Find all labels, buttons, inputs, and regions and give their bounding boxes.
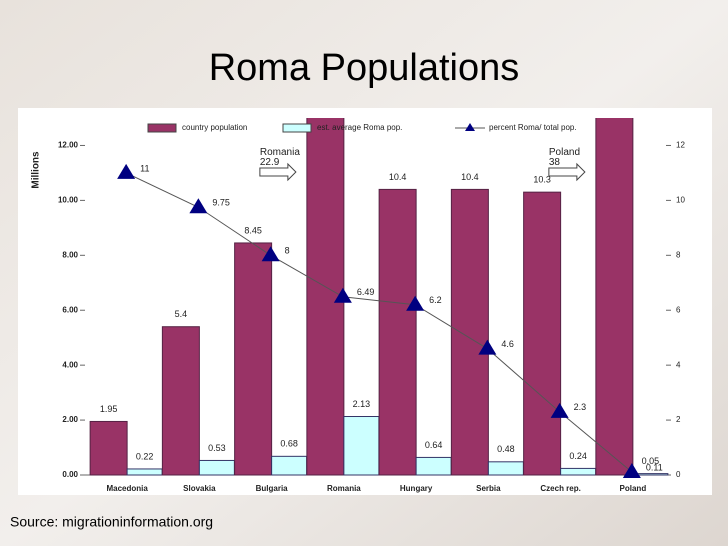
bar (306, 118, 345, 476)
annotation-arrow (548, 162, 586, 182)
x-tick-label: Czech rep. (540, 484, 580, 493)
data-label: 0.48 (497, 444, 515, 454)
x-tick-label: Macedonia (106, 484, 148, 493)
y2-tick-label: 2 (676, 415, 681, 424)
data-label: 0.22 (136, 451, 154, 461)
data-label: 0.05 (642, 456, 660, 466)
x-tick-label: Serbia (476, 484, 501, 493)
line (125, 172, 633, 473)
data-label: 22.9 (260, 157, 280, 168)
y2-tick-label: 0 (676, 470, 681, 479)
data-label: 0.53 (208, 443, 226, 453)
legend-label: percent Roma/ total pop. (489, 123, 577, 132)
y2-tick-label: 8 (676, 250, 681, 259)
legend-swatch (282, 123, 312, 133)
plot-area (89, 118, 669, 476)
slide-title: Roma Populations (209, 47, 520, 89)
marker (333, 287, 352, 303)
legend-label: est. average Roma pop. (317, 123, 402, 132)
bar (450, 188, 489, 476)
data-label: 38 (549, 157, 561, 168)
x-tick-label: Bulgaria (256, 484, 289, 493)
data-label: 0.11 (646, 462, 663, 472)
data-label: 2.3 (574, 402, 587, 412)
y-tick-label: 12.00 (58, 141, 79, 150)
bar (234, 242, 273, 476)
data-label: 5.4 (175, 309, 188, 319)
x-tick-label: Romania (327, 484, 361, 493)
marker (622, 462, 641, 478)
data-label: 0.68 (280, 439, 298, 449)
annotation: Romania 22.9 (260, 147, 300, 168)
annotation-name: Poland (549, 147, 580, 158)
y-tick-label: 4.00 (62, 360, 78, 369)
y2-tick-label: 4 (676, 360, 681, 369)
bar (595, 118, 634, 476)
y2-tick-label: 12 (676, 141, 685, 150)
legend-swatch (147, 123, 177, 133)
y-tick-label: 8.00 (62, 250, 78, 259)
annotation-arrow (259, 162, 297, 182)
bar (378, 188, 417, 476)
data-label: 10.3 (533, 175, 551, 185)
data-label: 8 (285, 246, 290, 256)
data-label: 11 (140, 163, 149, 173)
marker (261, 246, 280, 262)
source: Source: migrationinformation.org (10, 514, 213, 530)
marker (117, 163, 136, 179)
legend-marker (465, 123, 475, 131)
data-label: 10.4 (461, 172, 479, 182)
annotation-name: Romania (260, 147, 300, 158)
y-tick-label: 2.00 (62, 415, 78, 424)
data-label: 0.64 (425, 440, 443, 450)
marker (478, 339, 497, 355)
bar (523, 191, 562, 476)
y-tick-label: 0.00 (62, 470, 78, 479)
y2-tick-label: 10 (676, 195, 685, 204)
marker (406, 295, 425, 311)
legend-label: country population (182, 123, 247, 132)
data-label: 6.2 (429, 295, 442, 305)
x-tick-label: Hungary (400, 484, 433, 493)
bar (126, 468, 163, 476)
annotation: Poland 38 (549, 147, 580, 168)
y-tick-label: 6.00 (62, 305, 78, 314)
x-tick-label: Poland (620, 484, 647, 493)
bar (343, 416, 380, 476)
data-label: 10.4 (389, 172, 407, 182)
marker (550, 402, 569, 418)
bar (271, 455, 308, 476)
y2-tick-label: 6 (676, 305, 681, 314)
y-tick-label: 10.00 (58, 195, 79, 204)
bar (161, 326, 200, 476)
x-tick-label: Slovakia (183, 484, 216, 493)
data-label: 1.95 (100, 404, 118, 414)
bar (415, 456, 452, 476)
bar (89, 420, 128, 476)
bar (198, 459, 235, 476)
data-label: 4.6 (501, 339, 514, 349)
bar (487, 461, 524, 476)
y-axis-label: Millions (31, 151, 42, 189)
data-label: 2.13 (353, 399, 371, 409)
data-label: 6.49 (357, 287, 375, 297)
data-label: 8.45 (244, 225, 262, 235)
marker (189, 198, 208, 214)
bar (560, 467, 597, 476)
data-label: 0.24 (569, 451, 587, 461)
data-label: 9.75 (212, 198, 230, 208)
